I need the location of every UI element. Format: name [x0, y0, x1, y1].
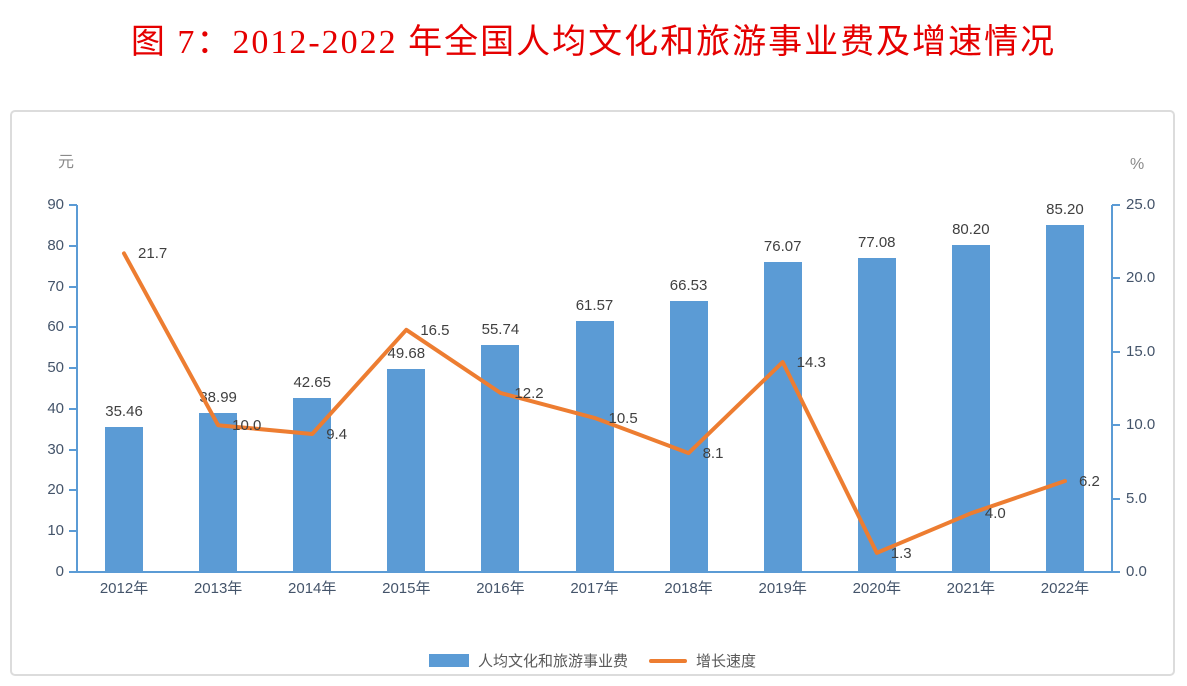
bar [293, 398, 332, 572]
bar-value-label: 61.57 [575, 296, 614, 314]
left-axis-tick [69, 285, 77, 288]
line-value-label: 6.2 [1078, 472, 1100, 490]
x-axis-label: 2021年 [946, 580, 996, 597]
x-axis-label: 2013年 [193, 580, 243, 597]
left-axis-tick [69, 530, 77, 533]
left-axis-tick [69, 204, 77, 206]
right-axis-tick [1112, 204, 1120, 206]
line-value-label: 1.3 [890, 544, 912, 562]
category-axis [77, 571, 1112, 573]
bar [857, 257, 896, 572]
x-axis-label: 2017年 [570, 580, 619, 597]
x-axis-label: 2019年 [758, 580, 807, 597]
x-axis-label: 2018年 [664, 580, 713, 597]
line-value-label: 9.4 [326, 426, 348, 443]
legend: 人均文化和旅游事业费 增长速度 [12, 650, 1173, 671]
bar-value-label: 76.07 [763, 237, 802, 255]
left-axis-tick-label: 0 [55, 563, 64, 580]
left-axis-tick-label: 10 [47, 522, 64, 540]
left-axis-tick-label: 20 [47, 481, 64, 499]
right-axis-tick [1112, 497, 1120, 500]
bar-value-label: 77.08 [857, 233, 896, 251]
left-axis-tick-label: 60 [47, 318, 64, 336]
right-axis-tick-label: 20.0 [1126, 269, 1156, 287]
left-value-axis [76, 205, 78, 572]
x-axis-label: 2012年 [99, 580, 149, 597]
bar-value-label: 80.20 [952, 220, 990, 238]
left-axis-tick-label: 80 [47, 236, 64, 254]
right-axis-tick-label: 25.0 [1126, 196, 1156, 213]
bar-value-label: 85.20 [1046, 200, 1084, 218]
right-axis-tick [1112, 571, 1120, 573]
line-value-label: 21.7 [138, 245, 168, 263]
left-axis-tick [69, 448, 77, 451]
left-axis-tick [69, 489, 77, 492]
left-axis-tick [69, 244, 77, 247]
left-axis-tick-label: 90 [47, 196, 64, 213]
legend-line-label: 增长速度 [696, 653, 757, 670]
legend-line-swatch [649, 658, 687, 663]
right-axis-tick [1112, 424, 1120, 427]
line-value-label: 14.3 [796, 354, 826, 372]
line-value-label: 8.1 [702, 445, 724, 463]
right-value-axis [1111, 205, 1113, 572]
right-axis-tick-label: 15.0 [1126, 342, 1156, 360]
right-axis-tick-label: 0.0 [1126, 563, 1147, 580]
bar [669, 300, 708, 572]
left-axis-tick [69, 326, 77, 329]
line-value-label: 10.0 [232, 417, 262, 435]
bar [199, 413, 238, 572]
left-axis-unit-label: 元 [58, 154, 75, 171]
bar [763, 261, 802, 572]
bar-value-label: 66.53 [669, 276, 708, 294]
bar-value-label: 55.74 [481, 320, 520, 338]
line-value-label: 4.0 [984, 505, 1006, 523]
bar-value-label: 49.68 [387, 345, 426, 363]
line-value-label: 16.5 [420, 321, 450, 339]
x-axis-label: 2015年 [382, 580, 431, 597]
left-axis-tick [69, 407, 77, 410]
x-axis-label: 2016年 [476, 580, 525, 597]
bar-value-label: 38.99 [199, 389, 237, 406]
x-axis-label: 2020年 [852, 580, 901, 597]
plot-area: 0 10 20 30 40 50 60 70 80 90 0.0 5.0 10.0 15.0 20.0 25.… [12, 112, 1173, 674]
bar-value-label: 35.46 [105, 403, 143, 421]
right-axis-tick [1112, 277, 1120, 280]
growth-rate-line [122, 251, 1067, 555]
left-axis-tick-label: 30 [47, 440, 64, 458]
x-axis-label: 2022年 [1040, 580, 1090, 597]
legend-bar-label: 人均文化和旅游事业费 [477, 653, 628, 670]
line-value-label: 12.2 [514, 384, 544, 402]
bar [387, 369, 426, 572]
left-axis-tick-label: 50 [47, 359, 64, 377]
right-axis-tick-label: 5.0 [1126, 489, 1147, 507]
right-axis-tick-label: 10.0 [1126, 416, 1156, 434]
legend-bar-swatch [428, 654, 469, 667]
bar [105, 427, 144, 572]
x-axis-label: 2014年 [288, 580, 337, 597]
left-axis-tick [69, 571, 77, 573]
left-axis-tick [69, 367, 77, 370]
bar [1045, 224, 1084, 572]
right-axis-tick [1112, 350, 1120, 353]
bar-value-label: 42.65 [293, 374, 331, 392]
left-axis-tick-label: 70 [47, 277, 64, 295]
left-axis-tick-label: 40 [47, 399, 64, 417]
bar [575, 320, 614, 572]
line-value-label: 10.5 [608, 409, 638, 427]
chart-container: 元 % 0 10 20 30 40 50 60 70 80 90 0.0 5.0 10.0 15.0 20.… [10, 110, 1175, 676]
right-axis-unit-label: % [1130, 156, 1145, 173]
chart-title: 图 7：2012-2022 年全国人均文化和旅游事业费及增速情况 [130, 24, 1057, 61]
